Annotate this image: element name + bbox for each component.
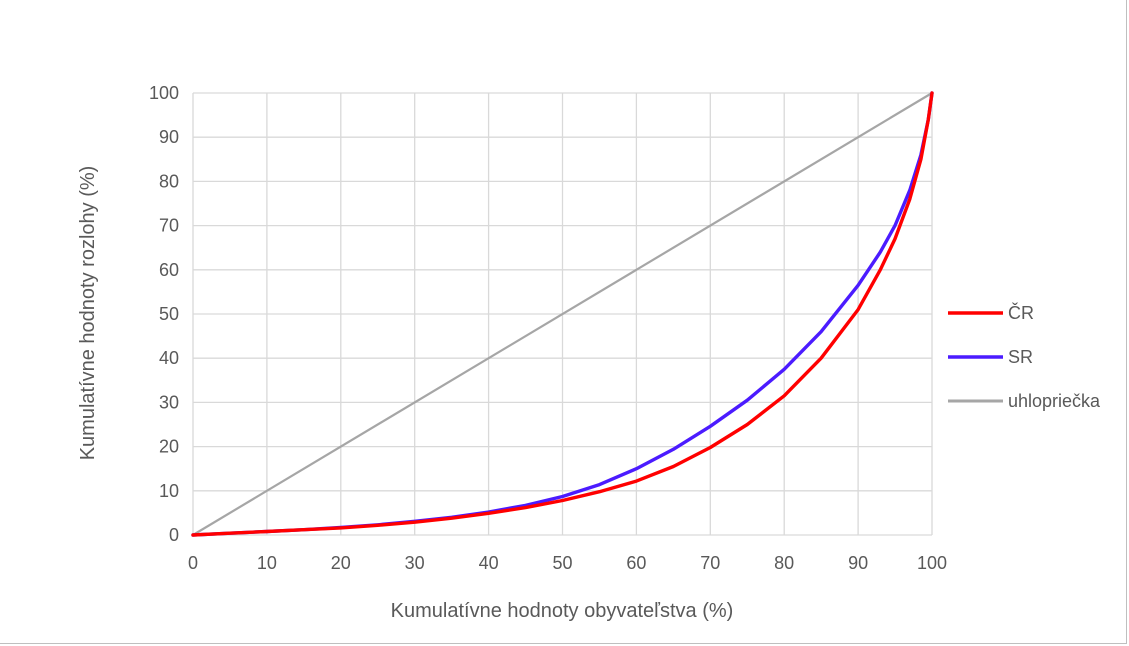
x-tick-label: 0 [188,553,198,573]
y-tick-label: 70 [159,216,179,236]
x-tick-label: 80 [774,553,794,573]
x-tick-label: 50 [552,553,572,573]
x-tick-label: 20 [331,553,351,573]
y-tick-labels: 0 10 20 30 40 50 60 70 80 90 100 [149,83,179,545]
y-tick-label: 20 [159,437,179,457]
y-tick-label: 0 [169,525,179,545]
x-tick-label: 40 [479,553,499,573]
y-tick-label: 40 [159,348,179,368]
x-tick-label: 60 [626,553,646,573]
legend: ČR SR uhlopriečka [948,302,1101,411]
legend-label: uhlopriečka [1008,391,1101,411]
series-line-diagonal [191,91,934,537]
x-tick-labels: 0 10 20 30 40 50 60 70 80 90 100 [188,553,947,573]
series-line-cr [191,91,934,537]
series-lines [191,91,934,537]
y-tick-label: 60 [159,260,179,280]
y-tick-label: 100 [149,83,179,103]
y-tick-label: 10 [159,481,179,501]
y-axis-title: Kumulatívne hodnoty rozlohy (%) [77,166,99,461]
x-tick-label: 10 [257,553,277,573]
x-tick-label: 30 [405,553,425,573]
legend-label: ČR [1008,302,1034,323]
y-tick-label: 50 [159,304,179,324]
legend-label: SR [1008,347,1033,367]
x-axis-title: Kumulatívne hodnoty obyvateľstva (%) [391,600,734,622]
y-tick-label: 90 [159,127,179,147]
x-tick-label: 70 [700,553,720,573]
y-tick-label: 30 [159,392,179,412]
x-tick-label: 90 [848,553,868,573]
y-tick-label: 80 [159,171,179,191]
x-tick-label: 100 [917,553,947,573]
